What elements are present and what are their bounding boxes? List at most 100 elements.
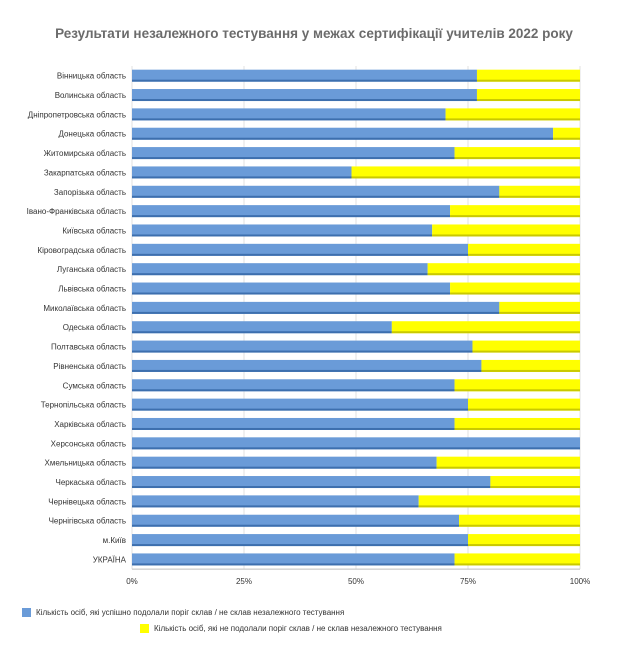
bar-passed bbox=[132, 456, 437, 469]
category-label: Вінницька область bbox=[57, 72, 126, 81]
category-label: Донецька область bbox=[58, 130, 126, 139]
bar-passed-shadow bbox=[132, 253, 468, 256]
legend-swatch-passed bbox=[22, 608, 31, 617]
bar-failed bbox=[459, 514, 580, 527]
bar-passed bbox=[132, 553, 455, 566]
bar-failed bbox=[454, 417, 580, 430]
bar-passed-shadow bbox=[132, 486, 491, 489]
bar-passed bbox=[132, 417, 455, 430]
bar-failed bbox=[490, 476, 580, 489]
category-label: Сумська область bbox=[63, 381, 126, 390]
bar-passed-shadow bbox=[132, 157, 455, 160]
bar-failed-shadow bbox=[476, 79, 580, 82]
bar-passed bbox=[132, 340, 473, 353]
bar-passed bbox=[132, 166, 352, 179]
bar-failed-shadow bbox=[472, 350, 580, 353]
bar-failed-shadow bbox=[427, 273, 580, 276]
bar-failed-shadow bbox=[468, 253, 580, 256]
category-label: Івано-Франківська область bbox=[27, 207, 126, 216]
bar-failed-shadow bbox=[351, 176, 580, 179]
bar-failed bbox=[427, 263, 580, 276]
category-label: Рівненська область bbox=[53, 362, 126, 371]
x-tick-label: 100% bbox=[570, 577, 590, 586]
legend-label-failed: Кількість осіб, які не подолали поріг ск… bbox=[154, 624, 442, 633]
bar-passed-shadow bbox=[132, 215, 451, 218]
chart-legend: Кількість осіб, які успішно подолали пор… bbox=[22, 606, 612, 638]
bar-passed-shadow bbox=[132, 466, 437, 469]
category-label: Полтавська область bbox=[51, 343, 126, 352]
category-label: Кіровоградська область bbox=[37, 246, 126, 255]
bar-passed-shadow bbox=[132, 118, 446, 121]
category-label: Закарпатська область bbox=[44, 168, 126, 177]
bar-failed bbox=[454, 379, 580, 392]
bar-passed bbox=[132, 282, 451, 295]
bar-failed bbox=[454, 553, 580, 566]
category-label: Львівська область bbox=[58, 285, 126, 294]
bar-passed bbox=[132, 108, 446, 121]
bar-passed-shadow bbox=[132, 331, 392, 334]
bar-passed bbox=[132, 495, 419, 508]
bar-passed-shadow bbox=[132, 99, 477, 102]
bar-failed bbox=[472, 340, 580, 353]
bar-failed-shadow bbox=[481, 369, 580, 372]
bar-failed bbox=[450, 205, 580, 218]
bar-passed bbox=[132, 301, 500, 314]
bar-passed-shadow bbox=[132, 195, 500, 198]
bar-failed bbox=[476, 69, 580, 82]
category-label: Київська область bbox=[62, 226, 126, 235]
bar-passed bbox=[132, 534, 468, 547]
category-label: Херсонська область bbox=[51, 439, 126, 448]
category-label: УКРАЇНА bbox=[93, 555, 127, 564]
bar-failed-shadow bbox=[450, 292, 580, 295]
bar-passed-shadow bbox=[132, 544, 468, 547]
bar-failed-shadow bbox=[468, 544, 580, 547]
bar-failed-shadow bbox=[499, 195, 580, 198]
category-label: Волинська область bbox=[55, 91, 126, 100]
legend-item-passed: Кількість осіб, які успішно подолали пор… bbox=[22, 606, 612, 622]
bar-passed bbox=[132, 263, 428, 276]
x-tick-label: 25% bbox=[236, 577, 252, 586]
category-label: Чернігівська область bbox=[49, 517, 126, 526]
category-label: м.Київ bbox=[103, 536, 126, 545]
bar-passed bbox=[132, 243, 468, 256]
bar-failed-shadow bbox=[454, 389, 580, 392]
category-label: Черкаська область bbox=[56, 478, 127, 487]
bar-failed-shadow bbox=[445, 118, 580, 121]
bar-failed bbox=[476, 89, 580, 102]
bar-failed bbox=[391, 321, 580, 334]
bar-failed-shadow bbox=[418, 505, 580, 508]
bar-passed bbox=[132, 89, 477, 102]
category-label: Харківська область bbox=[54, 420, 126, 429]
bar-passed-shadow bbox=[132, 505, 419, 508]
bar-failed bbox=[351, 166, 580, 179]
category-label: Луганська область bbox=[57, 265, 126, 274]
legend-swatch-failed bbox=[140, 624, 149, 633]
bar-passed bbox=[132, 321, 392, 334]
x-tick-label: 0% bbox=[126, 577, 138, 586]
bar-failed-shadow bbox=[468, 408, 580, 411]
category-label: Миколаївська область bbox=[43, 304, 126, 313]
legend-item-failed: Кількість осіб, які не подолали поріг ск… bbox=[22, 622, 612, 638]
bar-failed bbox=[454, 147, 580, 160]
category-label: Одеська область bbox=[63, 323, 126, 332]
bar-passed-shadow bbox=[132, 273, 428, 276]
bar-failed bbox=[499, 185, 580, 198]
bar-failed bbox=[468, 398, 580, 411]
bar-passed-shadow bbox=[132, 292, 451, 295]
bar-passed-shadow bbox=[132, 176, 352, 179]
bar-failed bbox=[553, 127, 580, 140]
bar-failed-shadow bbox=[454, 427, 580, 430]
category-label: Хмельницька область bbox=[45, 459, 126, 468]
bar-passed bbox=[132, 205, 451, 218]
category-label: Чернівецька область bbox=[48, 497, 126, 506]
bar-passed bbox=[132, 398, 468, 411]
bar-passed-shadow bbox=[132, 408, 468, 411]
bar-failed-shadow bbox=[436, 466, 580, 469]
bar-passed bbox=[132, 476, 491, 489]
bar-failed bbox=[499, 301, 580, 314]
bar-passed-shadow bbox=[132, 137, 554, 140]
bar-failed bbox=[445, 108, 580, 121]
bar-passed bbox=[132, 437, 580, 450]
